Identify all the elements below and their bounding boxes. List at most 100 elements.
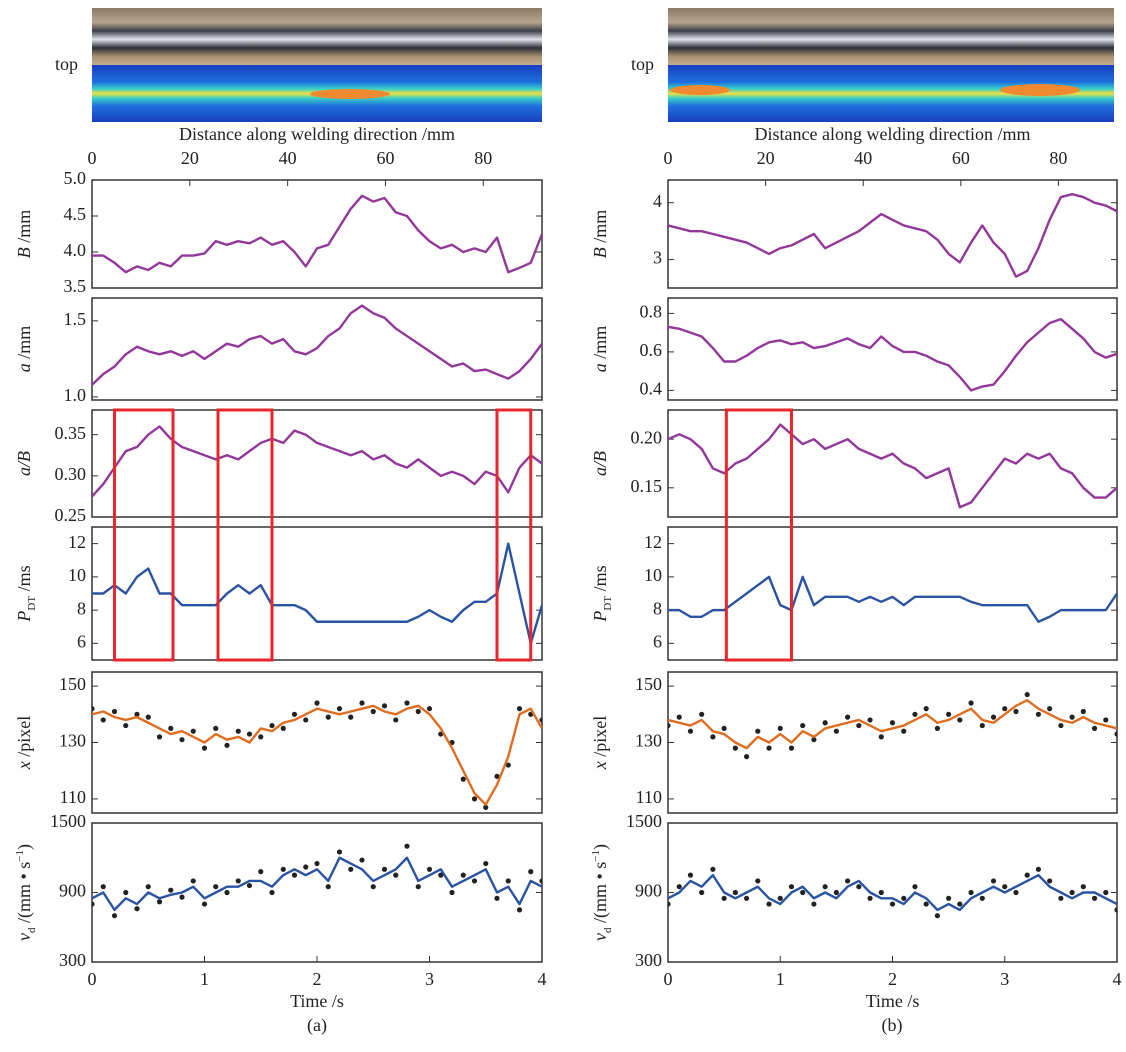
y-axis-label-part: d [26, 927, 38, 933]
y-axis-label-part: x [590, 761, 610, 770]
y-axis-label-part: a/B [14, 451, 34, 476]
data-point [901, 728, 907, 734]
data-point [710, 734, 716, 740]
data-point [303, 864, 309, 870]
y-tick-label: 150 [635, 674, 662, 694]
y-axis-label-part: /mm [14, 210, 34, 248]
data-point [201, 745, 208, 751]
y-axis-label: vd /(mm • s−1) [14, 844, 38, 941]
y-tick-label: 150 [59, 674, 86, 694]
data-point [505, 762, 511, 768]
data-point [168, 887, 174, 893]
y-axis-label-part: −1 [590, 850, 602, 862]
data-point [348, 714, 354, 720]
data-point [676, 714, 682, 720]
data-point [145, 884, 151, 890]
data-point [1058, 895, 1064, 901]
data-point [258, 734, 264, 740]
data-point [878, 734, 884, 740]
data-point [912, 884, 918, 890]
data-point [1103, 717, 1109, 723]
weld-photo [92, 8, 542, 65]
y-axis-label-part: P [14, 611, 34, 623]
data-point [777, 895, 783, 901]
y-axis-label: a/B [14, 451, 34, 476]
x2-tick-label: 80 [474, 148, 492, 168]
data-point [258, 869, 264, 875]
y-tick-label: 1500 [626, 811, 662, 831]
data-point [359, 700, 365, 706]
data-point [246, 731, 253, 737]
data-point [123, 722, 129, 729]
y-axis-label-part: DT [602, 596, 614, 611]
heat-spot [310, 89, 390, 99]
data-point [145, 714, 151, 720]
data-point [291, 872, 298, 878]
y-axis-label-part: /mm [590, 210, 610, 248]
x-axis-label: Time /s [290, 991, 344, 1011]
y-tick-label: 5.0 [64, 168, 87, 188]
y-tick-label: 4.5 [64, 204, 87, 224]
x2-axis-label: Distance along welding direction /mm [755, 124, 1031, 144]
data-point [190, 878, 196, 884]
data-line [92, 425, 542, 498]
y-axis-label-part: /pixel [14, 716, 34, 762]
data-point [1013, 889, 1019, 896]
data-line [92, 856, 542, 912]
data-point [1002, 884, 1008, 890]
data-point [483, 804, 489, 810]
data-point [1024, 691, 1030, 698]
y-axis-label-part: a/B [590, 451, 610, 476]
data-point [235, 878, 241, 884]
data-point [822, 884, 828, 890]
data-point [732, 889, 738, 896]
y-tick-label: 0.35 [55, 423, 87, 443]
y-axis-label-part: DT [26, 596, 38, 611]
data-line [92, 704, 542, 806]
x-tick-label: 4 [1113, 969, 1122, 989]
y-axis-label-part: ) [14, 844, 35, 850]
y-axis-label: x /pixel [590, 716, 610, 771]
data-point [1035, 711, 1042, 717]
plot-frame [91, 297, 543, 401]
data-point [483, 860, 489, 867]
y-tick-label: 130 [635, 731, 662, 751]
data-point [111, 913, 118, 919]
data-point [381, 703, 388, 709]
data-point [912, 711, 918, 717]
heat-spot [1000, 84, 1080, 96]
y-tick-label: 0.20 [631, 427, 663, 447]
y-tick-label: 900 [59, 881, 86, 901]
data-point [1047, 878, 1053, 884]
y-tick-label: 300 [59, 950, 86, 970]
x-tick-label: 0 [664, 969, 673, 989]
data-point [246, 882, 253, 889]
data-point [539, 717, 542, 723]
data-point [92, 706, 95, 712]
y-axis-label: a /mm [590, 326, 610, 373]
data-point [1091, 725, 1098, 732]
y-tick-label: 10 [644, 565, 662, 585]
data-point [1069, 889, 1075, 896]
data-point [889, 901, 896, 907]
data-point [123, 889, 129, 896]
data-point [179, 737, 185, 743]
data-line [668, 699, 1117, 750]
data-point [471, 796, 478, 802]
data-point [449, 889, 455, 896]
panel-label: (b) [882, 1015, 903, 1036]
data-point [923, 706, 929, 712]
data-point [766, 901, 772, 907]
y-tick-label: 4.0 [64, 240, 87, 260]
data-point [800, 889, 806, 896]
highlight-box [495, 408, 533, 662]
data-point [788, 884, 795, 890]
x-tick-label: 2 [888, 969, 897, 989]
data-point [990, 714, 997, 720]
y-tick-label: 300 [635, 950, 662, 970]
data-point [901, 895, 907, 901]
data-point [415, 708, 421, 715]
data-point [845, 714, 851, 720]
data-point [990, 878, 997, 884]
y-axis-label: PDT /ms [14, 565, 37, 622]
